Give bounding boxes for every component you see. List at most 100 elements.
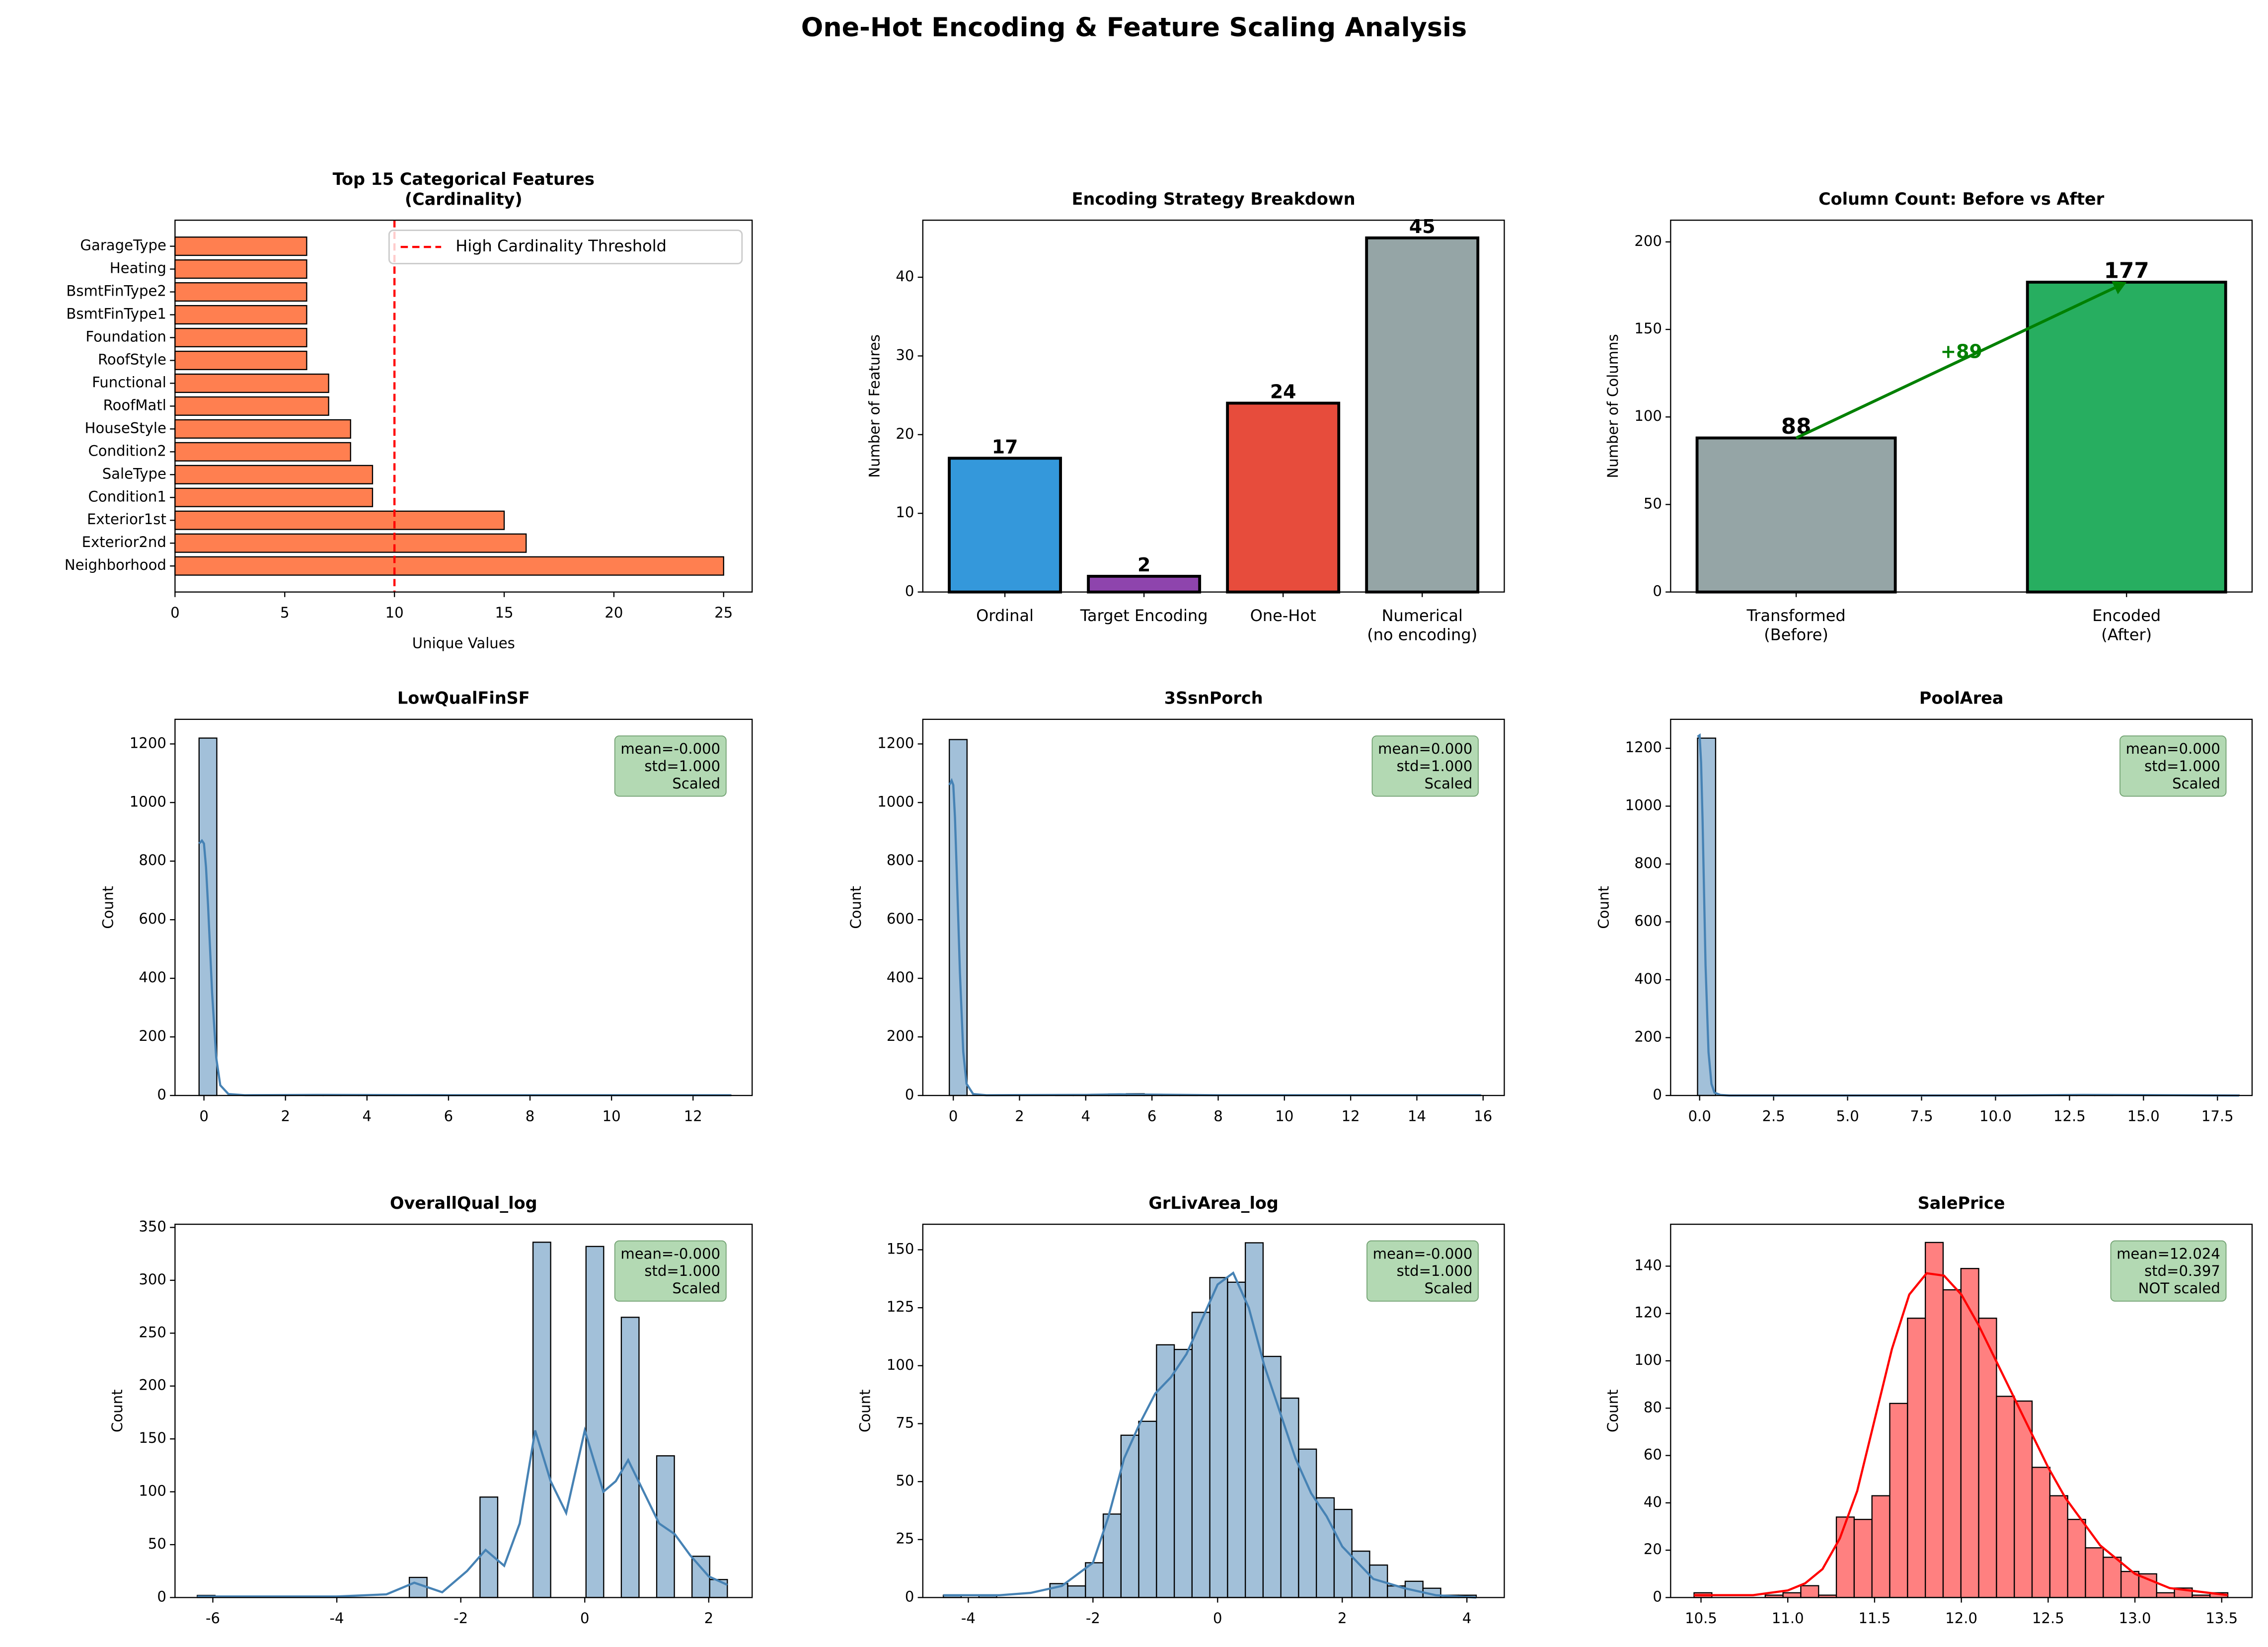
text-line: (Before) <box>1764 626 1828 644</box>
figure-title: One-Hot Encoding & Feature Scaling Analy… <box>801 12 1467 43</box>
histogram-bar <box>1227 1281 1246 1598</box>
text-line: (Cardinality) <box>405 189 523 209</box>
stats-box: mean=-0.000 std=1.000 Scaled <box>614 1240 727 1302</box>
x-tick-label: 10 <box>1275 1108 1293 1125</box>
subplot: Top 15 Categorical Features (Cardinality)… <box>65 169 753 651</box>
arrow-head <box>2112 281 2127 295</box>
histogram-bar <box>2014 1400 2033 1598</box>
bar <box>174 442 351 462</box>
x-tick-label: Ordinal <box>976 606 1034 625</box>
x-tick-label: 16 <box>1474 1108 1492 1125</box>
bar <box>1226 401 1341 594</box>
x-tick-label: 2.5 <box>1762 1108 1785 1125</box>
bar <box>174 259 307 279</box>
bar <box>174 487 374 507</box>
histogram-bar <box>532 1242 551 1598</box>
y-tick-label: 50 <box>896 1472 914 1489</box>
text-line: std=1.000 <box>2144 758 2220 775</box>
axes-frame <box>174 1223 753 1598</box>
bar <box>174 556 724 576</box>
histogram-bar <box>1782 1592 1802 1598</box>
y-tick-label: 1200 <box>1625 739 1662 756</box>
subplot-title: OverallQual_log <box>390 1193 537 1213</box>
text-line: Scaled <box>2172 775 2220 792</box>
bar <box>174 373 329 393</box>
histogram-bar <box>1853 1519 1873 1598</box>
x-tick-label: 4 <box>363 1108 372 1125</box>
subplot: PoolArea 0 200 400 600 800 1000 1200 0.0 2.5 5.0 7.… <box>1595 689 2253 1125</box>
bar <box>174 396 329 416</box>
y-tick-label: Heating <box>110 260 166 277</box>
y-tick-label: 60 <box>1644 1446 1662 1463</box>
text-line: std=1.000 <box>1397 1262 1473 1279</box>
x-tick-label: 0 <box>949 1108 958 1125</box>
histogram-bar <box>1209 1277 1228 1598</box>
y-tick-label: 120 <box>1634 1304 1662 1321</box>
subplot: SalePrice 0 20 40 60 80 100 120 140 10.5 11.0 11.5 1… <box>1604 1193 2253 1627</box>
x-tick-label: 2 <box>281 1108 290 1125</box>
text-line: mean=-0.000 <box>1373 1245 1473 1262</box>
y-tick-label: BsmtFinType1 <box>66 306 166 322</box>
bar <box>174 350 307 371</box>
histogram-bar <box>1800 1585 1819 1598</box>
x-tick-label: 11.0 <box>1772 1610 1804 1627</box>
text-line: Transformed <box>1746 606 1845 625</box>
histogram-bar <box>1960 1268 1979 1598</box>
y-axis-label: Count <box>1595 886 1612 929</box>
bar <box>174 465 374 484</box>
y-tick-label: 350 <box>139 1218 166 1235</box>
histogram-bar <box>1978 1318 1997 1598</box>
y-tick-label: 150 <box>139 1429 166 1446</box>
kde-line <box>943 1271 1477 1599</box>
text-line: mean=-0.000 <box>620 740 720 757</box>
x-tick-label: Transformed (Before) <box>1746 606 1845 644</box>
x-tick-label: 0.0 <box>1688 1108 1711 1125</box>
y-tick-label: 200 <box>1634 1028 1662 1045</box>
histogram-bar <box>408 1576 428 1598</box>
bar <box>1365 236 1480 594</box>
y-tick-label: 0 <box>905 1086 914 1103</box>
text-line: mean=12.024 <box>2117 1245 2220 1262</box>
x-tick-label: 0 <box>1213 1610 1222 1627</box>
histogram-bar <box>1871 1495 1890 1598</box>
text-line: Top 15 Categorical Features <box>333 169 595 189</box>
y-tick-label: 0 <box>157 1588 166 1605</box>
bar <box>174 419 351 439</box>
x-tick-label: 20 <box>605 604 623 621</box>
x-tick-label: 4 <box>1462 1610 1472 1627</box>
stats-box-frame <box>2119 735 2227 797</box>
y-tick-label: 10 <box>896 504 914 521</box>
y-tick-label: 150 <box>1634 320 1662 337</box>
x-tick-label: 12.5 <box>2053 1108 2086 1125</box>
y-axis-label: Count <box>847 886 864 929</box>
bar <box>174 305 307 325</box>
stats-text: mean=-0.000 std=1.000 Scaled <box>620 1245 720 1297</box>
y-axis-label: Count <box>109 1390 126 1432</box>
value-label: 2 <box>1137 554 1150 576</box>
y-tick-label: 100 <box>1634 1351 1662 1368</box>
text-line: Scaled <box>1425 775 1473 792</box>
y-tick-label: 800 <box>1634 855 1662 871</box>
subplot-title: LowQualFinSF <box>397 689 530 708</box>
y-tick-label: 100 <box>139 1483 166 1499</box>
text-line: std=1.000 <box>1397 758 1473 775</box>
y-tick-label: 800 <box>887 852 914 868</box>
x-tick-label: 0 <box>199 1108 209 1125</box>
y-tick-label: 0 <box>905 1588 914 1605</box>
value-label: 45 <box>1409 216 1436 237</box>
stats-box-frame <box>614 735 727 797</box>
y-tick-label: 200 <box>887 1027 914 1044</box>
y-tick-label: 200 <box>1634 233 1662 249</box>
stats-box-frame <box>1371 735 1479 797</box>
x-tick-label: 2 <box>704 1610 714 1627</box>
stats-box: mean=-0.000 std=1.000 Scaled <box>614 735 727 797</box>
histogram-bar <box>1835 1516 1855 1598</box>
x-tick-label: -6 <box>206 1610 220 1627</box>
y-axis-label: Count <box>857 1390 874 1432</box>
y-axis-label: Number of Features <box>866 334 883 478</box>
x-tick-label: 14 <box>1408 1108 1426 1125</box>
x-tick-label: 25 <box>714 604 733 621</box>
annotation-label: +89 <box>1940 341 1982 363</box>
y-tick-label: 25 <box>896 1530 914 1547</box>
